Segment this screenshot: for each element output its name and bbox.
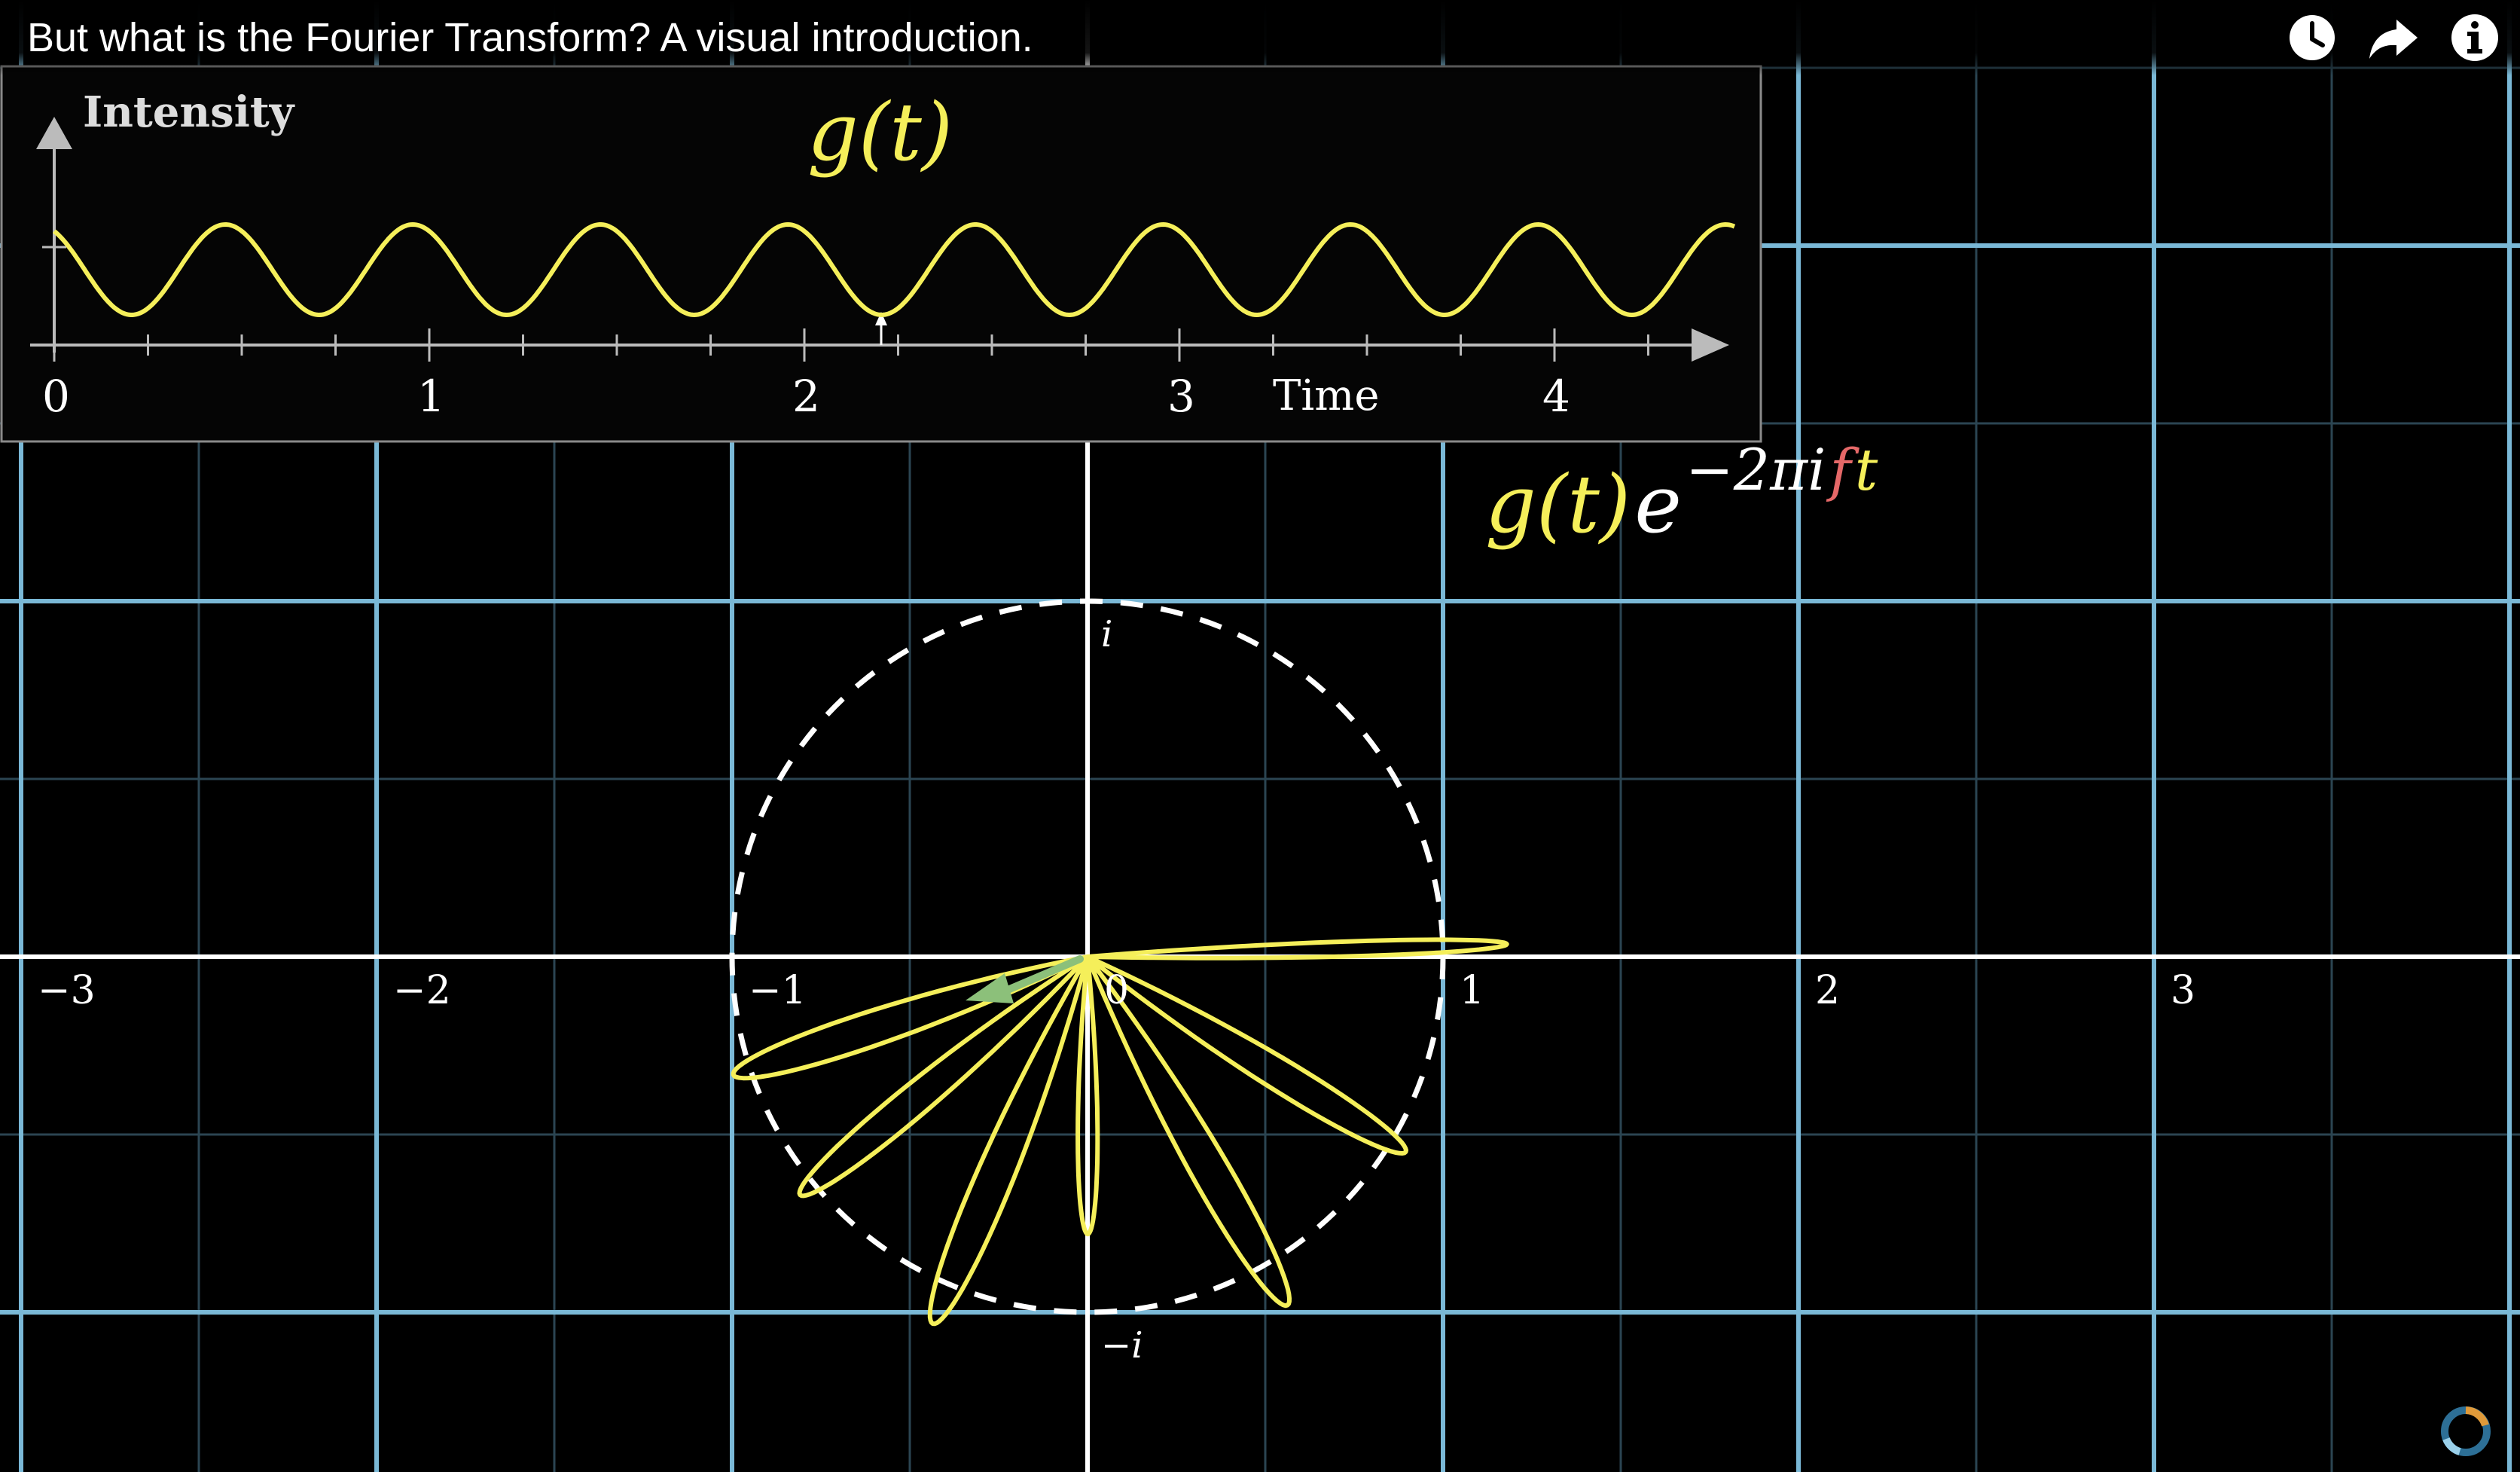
share-button[interactable] [2366, 11, 2421, 65]
time-tick-label: 3 [1167, 371, 1195, 422]
signal-inset-panel: g(t) Intensity Time 0 1 2 3 4 [0, 65, 1762, 443]
x-tick-label: 3 [2171, 968, 2195, 1013]
info-icon [2451, 14, 2498, 61]
imaginary-unit-label: i [1101, 613, 1112, 655]
x-tick-label: −1 [749, 968, 807, 1013]
negative-imaginary-label: −i [1101, 1324, 1143, 1367]
complex-plane-labels: −3 −2 −1 0 1 2 3 i −i [38, 613, 2195, 1367]
inset-axes [30, 117, 1729, 362]
time-tick-label: 0 [42, 371, 70, 422]
formula-exponent-prefix: −2πi [1686, 436, 1826, 503]
x-tick-label: 0 [1104, 968, 1129, 1013]
player-top-bar: But what is the Fourier Transform? A vis… [0, 0, 2520, 75]
inset-function-label: g(t) [807, 86, 953, 179]
unit-circle [729, 598, 1446, 1315]
time-axis-arrow [1692, 328, 1729, 362]
watch-later-button[interactable] [2285, 11, 2339, 65]
clock-icon [2290, 15, 2335, 60]
x-tick-label: −3 [38, 968, 96, 1013]
time-marker-head [875, 312, 887, 325]
spinner-icon [2441, 1406, 2491, 1456]
time-tick-label: 2 [792, 371, 820, 422]
center-of-mass-vector [966, 955, 1084, 1003]
x-tick-label: −2 [393, 968, 451, 1013]
info-button[interactable] [2448, 11, 2502, 65]
time-axis-label: Time [1273, 371, 1380, 420]
share-arrow-icon [2369, 20, 2418, 59]
intensity-axis-arrow [36, 117, 72, 149]
x-tick-label: 2 [1815, 968, 1840, 1013]
signal-waveform [53, 221, 1736, 318]
video-title[interactable]: But what is the Fourier Transform? A vis… [27, 15, 1033, 60]
x-tick-label: 1 [1460, 968, 1484, 1013]
formula-g-of-t: g(t) [1485, 458, 1631, 551]
wound-up-graph [731, 937, 1509, 1327]
formula-e: e [1634, 458, 1682, 551]
time-tick-label: 1 [417, 371, 445, 422]
intensity-axis-label: Intensity [83, 87, 295, 137]
winding-formula: g(t) e −2πi f t [1485, 436, 1878, 551]
time-tick-label: 4 [1542, 371, 1570, 422]
formula-exponent-t: t [1855, 436, 1878, 503]
